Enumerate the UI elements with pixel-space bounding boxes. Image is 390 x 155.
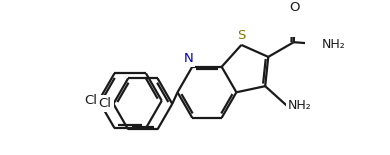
Text: O: O: [289, 1, 300, 14]
Text: N: N: [184, 52, 193, 65]
Text: Cl: Cl: [99, 97, 112, 110]
Text: Cl: Cl: [84, 94, 97, 107]
Text: S: S: [237, 29, 246, 42]
Text: NH₂: NH₂: [321, 38, 345, 51]
Text: NH₂: NH₂: [288, 99, 312, 112]
